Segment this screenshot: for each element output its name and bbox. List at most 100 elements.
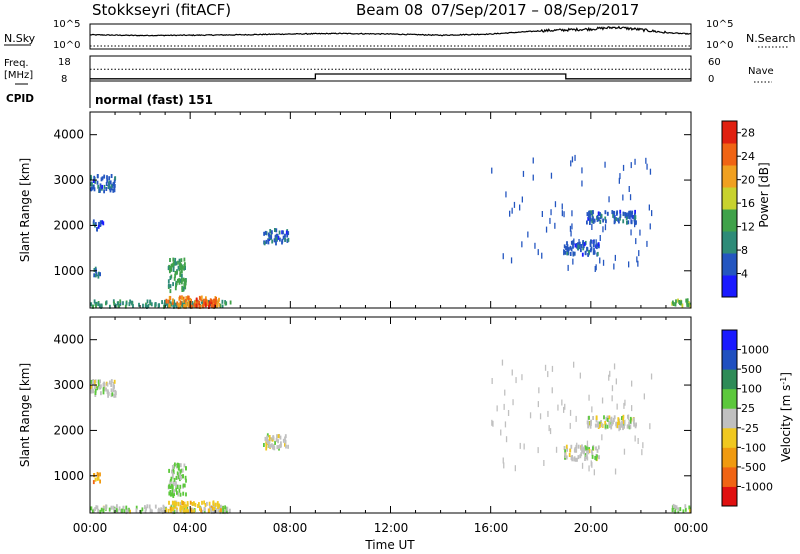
heatmap-cell [505,436,508,443]
heatmap-cell [619,173,621,180]
heatmap-cell [220,508,222,513]
heatmap-cell [586,446,588,451]
heatmap-cell [643,393,645,400]
heatmap-cell [96,174,99,179]
heatmap-cell [597,211,600,216]
heatmap-cell [91,509,94,514]
heatmap-cell [284,237,287,242]
heatmap-cell [268,438,271,443]
heatmap-cell [573,251,576,256]
heatmap-cell [109,188,112,193]
heatmap-cell [596,243,599,248]
heatmap-cell [569,245,572,250]
x-tick-label: 16:00 [474,521,509,535]
heatmap-cell [618,418,621,423]
heatmap-cell [169,485,172,489]
heatmap-cell [212,302,215,307]
heatmap-cell [205,303,207,308]
heatmap-cell [549,217,551,224]
heatmap-cell [169,289,172,294]
heatmap-cell [202,301,205,306]
heatmap-cell [561,399,563,406]
heatmap-cell [630,229,632,236]
heatmap-cell [172,282,174,287]
heatmap-cell [646,163,648,170]
heatmap-cell [622,194,624,201]
heatmap-cell [276,434,278,439]
heatmap-cell [284,442,286,447]
heatmap-cell [634,215,637,220]
heatmap-cell [220,504,222,509]
heatmap-cell [140,509,142,514]
heatmap-cell [591,219,594,224]
heatmap-cell [177,260,179,265]
heatmap-cell [503,403,505,410]
heatmap-cell [97,472,99,477]
heatmap-cell [592,210,594,215]
heatmap-cell [648,204,650,211]
heatmap-cell [591,224,593,230]
heatmap-cell [269,444,272,449]
heatmap-cell [209,506,211,511]
heatmap-cell [171,469,173,474]
heatmap-cell [563,244,566,249]
heatmap-cell [577,455,580,460]
heatmap-cell [634,158,636,165]
heatmap-cell [94,222,97,227]
heatmap-cell [174,482,176,486]
heatmap-cell [596,454,598,459]
heatmap-cell [279,237,281,242]
heatmap-cell [108,176,111,181]
heatmap-cell [599,423,601,428]
heatmap-cell [173,510,176,514]
heatmap-cell [169,276,172,280]
heatmap-cell [622,420,625,424]
heatmap-cell [93,299,96,304]
nsky-panel [89,23,692,50]
heatmap-cell [122,505,125,510]
heatmap-cell [172,481,175,486]
heatmap-cell [179,295,181,300]
heatmap-cell [523,443,525,450]
heatmap-cell [554,222,556,229]
heatmap-cell [101,176,104,181]
heatmap-cell [588,210,590,215]
heatmap-cell [277,445,280,450]
heatmap-cell [97,224,100,229]
heatmap-cell [589,216,591,223]
heatmap-cell [557,404,559,411]
heatmap-cell [114,389,117,394]
heatmap-cell [181,500,183,505]
heatmap-cell [491,167,493,174]
heatmap-cell [597,445,600,450]
heatmap-cell [92,480,95,485]
heatmap-cell [182,483,185,488]
x-tick-label: 04:00 [173,521,208,535]
heatmap-cell [284,436,286,441]
heatmap-cell [183,463,186,468]
heatmap-cell [587,424,589,429]
heatmap-cell [182,508,185,513]
heatmap-cell [267,238,269,243]
heatmap-cell [142,303,144,308]
heatmap-cell [219,303,222,308]
heatmap-cell [284,233,286,238]
heatmap-cell [172,261,175,266]
heatmap-cell [179,492,182,497]
heatmap-cell [596,251,599,256]
heatmap-cell [581,252,584,257]
y-tick-label: 2000 [53,423,84,437]
heatmap-cell [91,385,94,390]
heatmap-cell [602,226,604,233]
heatmap-cell [621,416,623,421]
heatmap-cell [165,298,168,303]
heatmap-cell [633,422,635,427]
heatmap-cell [641,449,643,456]
heatmap-cell [215,502,217,507]
nsearch-label: N.Search [746,32,796,45]
heatmap-cell [187,303,190,308]
heatmap-cell [218,297,220,302]
heatmap-cell [145,506,147,511]
power-heatmap-cells [90,154,692,310]
heatmap-cell [601,434,603,441]
